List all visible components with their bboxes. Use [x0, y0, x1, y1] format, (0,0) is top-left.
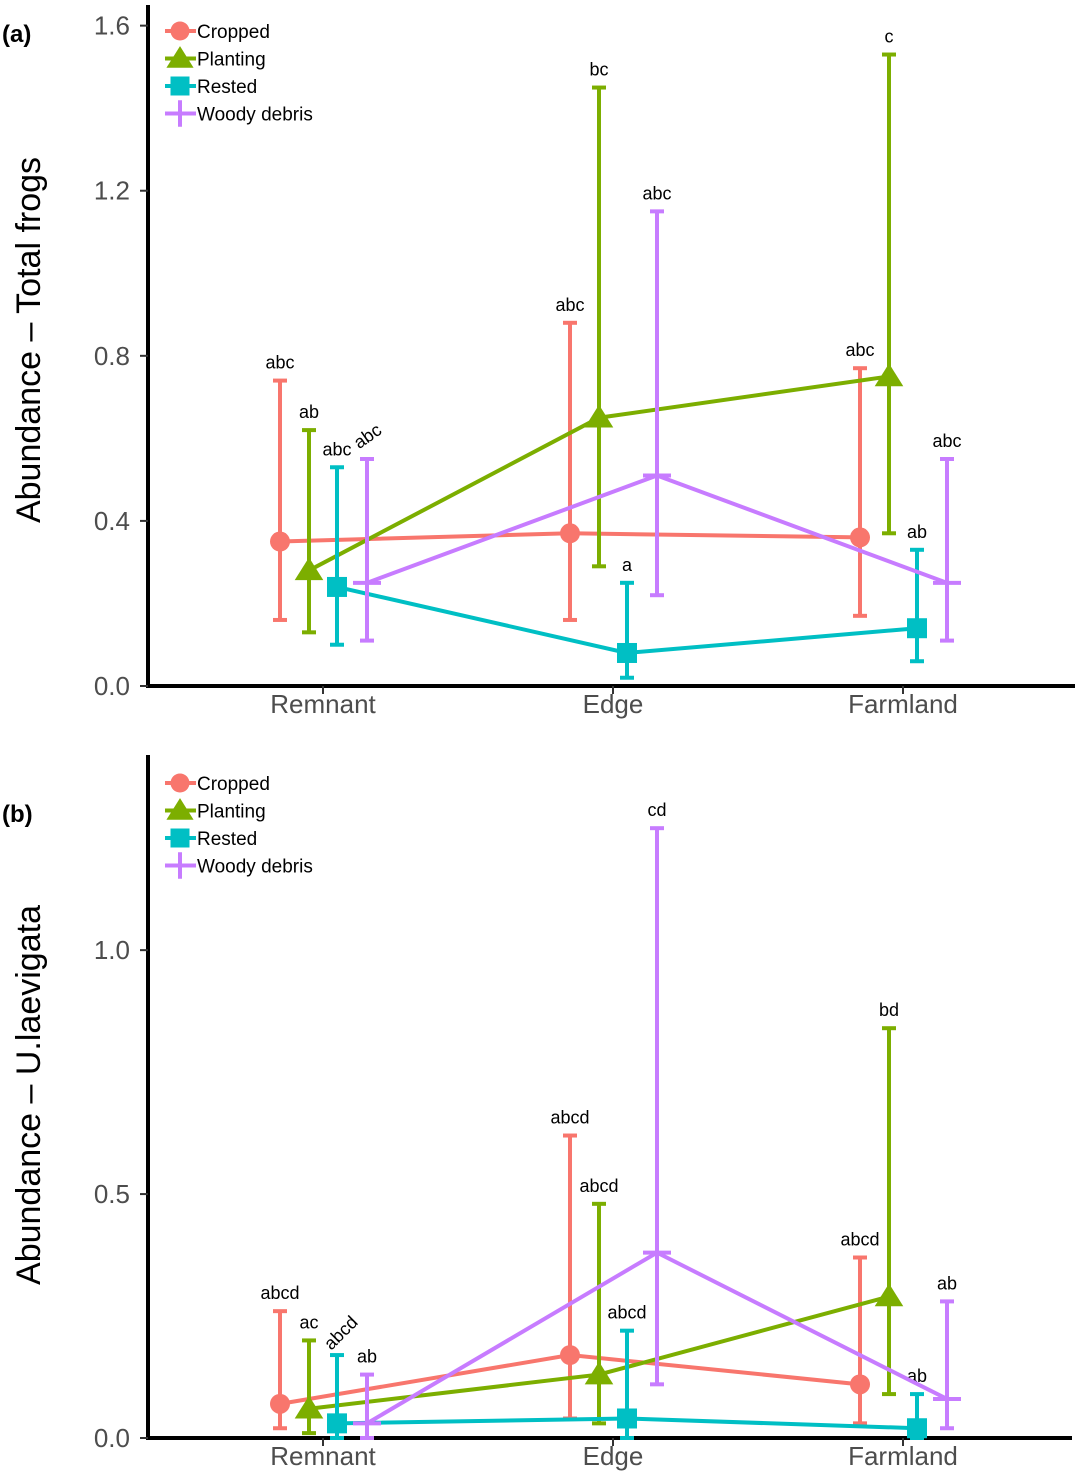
significance-label: abc — [555, 295, 584, 315]
x-tick-label: Edge — [583, 1441, 644, 1471]
significance-label: ab — [357, 1347, 377, 1367]
data-point — [353, 568, 381, 597]
panel-letter: (b) — [2, 801, 33, 828]
significance-label: abc — [350, 420, 385, 453]
y-tick-label: 1.0 — [94, 935, 130, 965]
legend-key-marker — [170, 21, 190, 41]
panel-b: 0.0 0.5 1.0 Remnant Edge Farmland Abundance – … — [2, 755, 1072, 1471]
y-tick-label: 0.0 — [94, 1423, 130, 1453]
data-point — [270, 1393, 290, 1414]
data-point — [933, 568, 961, 597]
data-point — [617, 642, 637, 663]
legend-key-marker — [166, 100, 194, 127]
legend-entry: Cropped — [197, 774, 270, 795]
panel-letter: (a) — [2, 21, 31, 48]
significance-label: bd — [879, 1000, 899, 1020]
legend-entry: Rested — [197, 77, 257, 98]
data-point — [643, 461, 671, 490]
legend-key-marker — [166, 46, 194, 68]
significance-label: abcd — [607, 1303, 646, 1323]
y-axis-label: Abundance – Total frogs — [10, 157, 48, 523]
data-point — [933, 1384, 961, 1413]
significance-label: bc — [589, 60, 608, 80]
y-axis-label: Abundance – U.laevigata — [10, 905, 48, 1285]
data-point — [584, 1361, 614, 1385]
data-point — [353, 1409, 381, 1438]
significance-label: ab — [907, 522, 927, 542]
legend-entry: Woody debris — [197, 105, 313, 126]
data-point — [874, 1283, 904, 1307]
legend-entry: Woody debris — [197, 857, 313, 878]
x-tick-label: Remnant — [270, 1441, 376, 1471]
legend-entry: Rested — [197, 829, 257, 850]
x-tick-label: Edge — [583, 689, 644, 719]
data-point — [584, 404, 614, 428]
data-point — [327, 1413, 347, 1434]
significance-label: abcd — [579, 1176, 618, 1196]
y-tick-label: 1.2 — [94, 176, 130, 206]
significance-label: abcd — [320, 1312, 362, 1354]
significance-label: abcd — [550, 1108, 589, 1128]
legend-key-marker — [170, 773, 190, 793]
data-point — [294, 1395, 324, 1419]
legend-key-marker — [166, 798, 194, 820]
significance-label: a — [622, 555, 633, 575]
y-tick-label: 1.6 — [94, 11, 130, 41]
data-point — [874, 363, 904, 387]
significance-label: abcd — [260, 1283, 299, 1303]
y-tick-label: 0.0 — [94, 671, 130, 701]
legend-key-marker — [166, 852, 194, 879]
y-tick-label: 0.8 — [94, 341, 130, 371]
data-point — [560, 523, 580, 544]
legend-entry: Cropped — [197, 22, 270, 43]
panel-a: 0.0 0.4 0.8 1.2 1.6 Remnant Edge Farmland Abunda… — [2, 5, 1075, 719]
significance-label: abc — [642, 183, 671, 203]
x-tick-label: Farmland — [848, 689, 958, 719]
legend-key-marker — [170, 76, 190, 96]
data-point — [617, 1408, 637, 1429]
data-point — [850, 527, 870, 548]
x-tick-label: Farmland — [848, 1441, 958, 1471]
data-point — [907, 1418, 927, 1439]
significance-label: abc — [265, 353, 294, 373]
legend-key-marker — [170, 828, 190, 848]
significance-label: cd — [647, 800, 666, 820]
y-tick-label: 0.5 — [94, 1179, 130, 1209]
significance-label: abc — [845, 340, 874, 360]
y-tick-label: 0.4 — [94, 506, 130, 536]
significance-label: abc — [932, 431, 961, 451]
data-point — [270, 531, 290, 552]
data-point — [560, 1345, 580, 1366]
data-point — [327, 576, 347, 597]
legend-entry: Planting — [197, 802, 266, 823]
x-tick-label: Remnant — [270, 689, 376, 719]
data-point — [643, 1238, 671, 1267]
legend-entry: Planting — [197, 50, 266, 71]
significance-label: ab — [299, 402, 319, 422]
data-point — [907, 618, 927, 639]
significance-label: ac — [299, 1312, 318, 1332]
data-point — [294, 557, 324, 581]
significance-label: ab — [937, 1273, 957, 1293]
significance-label: abc — [322, 439, 351, 459]
data-point — [850, 1374, 870, 1395]
significance-label: abcd — [840, 1229, 879, 1249]
significance-label: c — [885, 27, 894, 47]
